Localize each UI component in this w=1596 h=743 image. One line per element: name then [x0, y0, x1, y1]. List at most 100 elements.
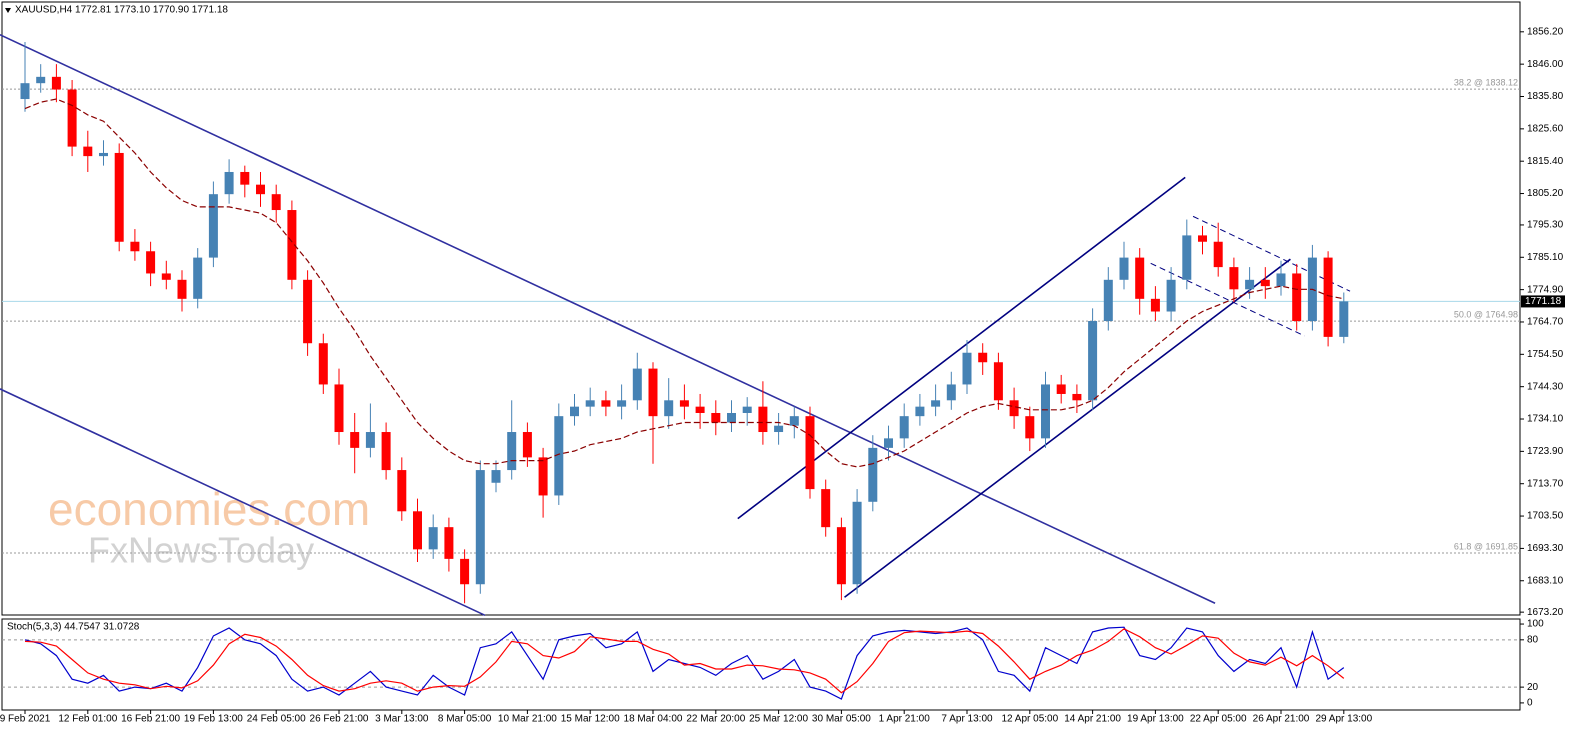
candle-body: [67, 89, 77, 147]
candle-body: [1009, 400, 1019, 417]
x-tick-label: 18 Mar 04:00: [624, 714, 683, 725]
candle-body: [507, 432, 517, 471]
stoch-tick-label: 80: [1527, 634, 1539, 645]
candle-body: [1323, 257, 1333, 337]
stoch-tick-label: 20: [1527, 682, 1539, 693]
candle-body: [1041, 384, 1050, 439]
candle-body: [585, 400, 595, 407]
candle-body: [208, 194, 218, 258]
x-tick-label: 26 Feb 21:00: [310, 714, 369, 725]
candle-body: [1213, 241, 1223, 268]
candle-body: [695, 406, 705, 413]
candle-body: [1025, 416, 1035, 439]
stoch-tick-label: 0: [1527, 698, 1533, 709]
main-panel: [1, 1, 1521, 616]
y-tick-label: 1795.30: [1527, 220, 1564, 231]
fib-label: 50.0 @ 1764.98: [1454, 309, 1518, 319]
stoch-panel: [1, 618, 1521, 711]
candle-body: [711, 412, 721, 423]
candle-body: [1292, 273, 1302, 322]
candle-body: [99, 152, 108, 157]
stoch-line: [24, 628, 1345, 694]
candle-body: [915, 406, 925, 417]
candle-body: [931, 400, 941, 407]
candle-body: [821, 489, 831, 528]
candle-body: [1088, 321, 1098, 401]
y-tick-label: 1713.70: [1527, 478, 1564, 489]
candle-body: [146, 251, 156, 274]
candle-body: [899, 416, 909, 439]
chart-header: XAUUSD,H4 1772.81 1773.10 1770.90 1771.1…: [15, 5, 228, 16]
y-tick-label: 1744.30: [1527, 381, 1564, 392]
candle-body: [664, 400, 674, 417]
candle-body: [20, 83, 30, 100]
candle-body: [679, 400, 689, 407]
candle-body: [460, 558, 470, 585]
x-tick-label: 26 Apr 21:00: [1253, 714, 1310, 725]
candle-body: [805, 416, 815, 490]
candle-body: [381, 432, 391, 471]
y-tick-label: 1846.00: [1527, 59, 1564, 70]
candle-body: [475, 470, 485, 585]
y-tick-label: 1673.20: [1527, 607, 1564, 618]
candle-body: [1276, 273, 1286, 287]
candle-body: [240, 171, 250, 185]
candle-body: [727, 412, 736, 423]
y-tick-label: 1734.10: [1527, 414, 1564, 425]
candle-body: [397, 470, 407, 512]
candle-body: [946, 384, 956, 401]
candle-body: [884, 438, 893, 448]
candle-body: [554, 416, 564, 496]
x-tick-label: 24 Feb 05:00: [247, 714, 306, 725]
watermark: FxNewsToday: [88, 530, 314, 571]
y-tick-label: 1835.80: [1527, 91, 1564, 102]
menu-icon: [5, 8, 11, 13]
candle-body: [413, 511, 422, 550]
candle-body: [365, 432, 375, 448]
stoch-line: [24, 626, 1345, 700]
x-tick-label: 7 Apr 13:00: [941, 714, 993, 725]
candle-body: [1229, 267, 1239, 290]
x-tick-label: 14 Apr 21:00: [1064, 714, 1121, 725]
candle-body: [789, 416, 799, 426]
candle-body: [632, 368, 642, 401]
candle-body: [1166, 279, 1176, 312]
candle-body: [1072, 393, 1082, 401]
candle-body: [601, 400, 611, 407]
fib-label: 38.2 @ 1838.12: [1454, 78, 1518, 88]
current-price-box: [1521, 295, 1565, 308]
watermark: economies.com: [48, 483, 370, 535]
candle-body: [256, 184, 265, 195]
candle-body: [51, 76, 61, 90]
y-tick-label: 1805.20: [1527, 188, 1564, 199]
y-tick-label: 1825.60: [1527, 123, 1564, 134]
fib-label: 61.8 @ 1691.85: [1454, 541, 1518, 551]
y-tick-label: 1774.90: [1527, 284, 1564, 295]
candle-body: [617, 400, 627, 407]
candle-body: [428, 527, 438, 550]
candle-body: [224, 171, 234, 195]
candle-body: [648, 368, 658, 417]
candle-body: [1260, 279, 1270, 287]
candle-body: [83, 146, 93, 157]
y-tick-label: 1785.10: [1527, 252, 1564, 263]
candle-body: [852, 501, 862, 585]
x-tick-label: 19 Feb 13:00: [184, 714, 243, 725]
candle-body: [177, 279, 187, 299]
x-tick-label: 25 Mar 12:00: [749, 714, 808, 725]
candle-body: [522, 432, 532, 458]
candle-body: [491, 470, 501, 483]
trendline: [844, 258, 1291, 598]
candle-body: [193, 257, 203, 299]
candle-body: [1119, 257, 1129, 280]
current-price-label: 1771.18: [1525, 296, 1562, 307]
candle-body: [334, 384, 344, 433]
trendline: [0, 33, 1216, 604]
candle-body: [287, 210, 297, 280]
candle-body: [1198, 235, 1207, 242]
x-tick-label: 8 Mar 05:00: [438, 714, 492, 725]
x-tick-label: 15 Mar 12:00: [561, 714, 620, 725]
x-tick-label: 22 Apr 05:00: [1190, 714, 1247, 725]
x-tick-label: 10 Mar 21:00: [498, 714, 557, 725]
candle-body: [114, 152, 124, 242]
